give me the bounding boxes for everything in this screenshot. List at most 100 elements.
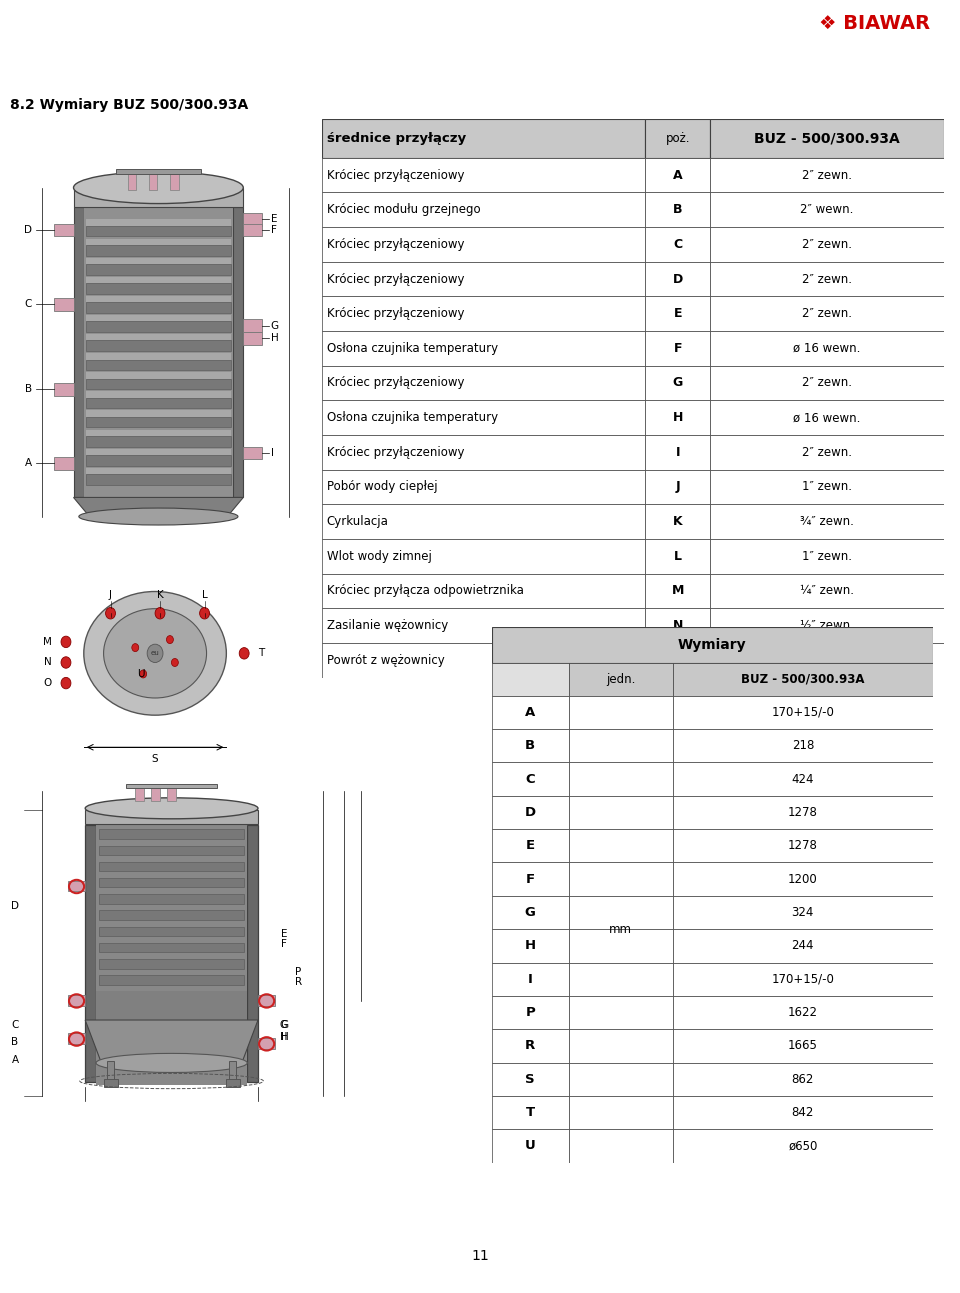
Bar — [322, 193, 645, 228]
Text: I: I — [528, 972, 533, 985]
Bar — [99, 975, 244, 985]
Bar — [86, 244, 230, 256]
Bar — [568, 829, 673, 862]
Bar — [86, 264, 230, 274]
Bar — [86, 429, 230, 436]
Text: 11: 11 — [471, 1249, 489, 1262]
Bar — [673, 829, 933, 862]
Bar — [86, 303, 230, 313]
Text: G: G — [271, 321, 279, 331]
Bar — [645, 193, 710, 228]
Text: R: R — [295, 978, 301, 987]
Bar — [710, 643, 944, 678]
Text: L: L — [202, 590, 207, 600]
Bar — [86, 398, 230, 409]
Bar — [258, 996, 276, 1006]
Bar — [86, 455, 230, 465]
Bar — [151, 786, 159, 800]
Text: R: R — [525, 1040, 536, 1053]
Bar — [645, 158, 710, 193]
Text: 324: 324 — [792, 906, 814, 919]
Text: jedn.: jedn. — [606, 672, 636, 687]
Bar — [258, 1038, 276, 1049]
Bar — [322, 261, 645, 296]
Bar — [86, 315, 230, 322]
Text: B: B — [525, 740, 536, 753]
Text: F: F — [525, 873, 535, 886]
Bar — [322, 469, 645, 504]
Bar — [645, 504, 710, 539]
Circle shape — [147, 644, 163, 662]
Bar — [568, 763, 673, 795]
Bar — [99, 927, 244, 936]
Text: N: N — [44, 658, 52, 667]
Bar — [322, 158, 645, 193]
Bar — [248, 825, 258, 1082]
Text: Króciec modułu grzejnego: Króciec modułu grzejnego — [326, 203, 480, 216]
Bar — [568, 1029, 673, 1063]
Text: A: A — [525, 706, 536, 719]
Text: U: U — [137, 668, 145, 679]
Text: 1278: 1278 — [788, 806, 818, 818]
Bar — [673, 1096, 933, 1129]
Bar — [86, 359, 230, 370]
Text: Pobór wody ciepłej: Pobór wody ciepłej — [326, 481, 437, 494]
Bar — [645, 366, 710, 401]
Text: ¼″ zewn.: ¼″ zewn. — [800, 584, 854, 597]
Text: Króciec przyłączeniowy: Króciec przyłączeniowy — [326, 273, 464, 286]
Text: A: A — [12, 1055, 18, 1065]
Bar — [243, 332, 262, 345]
Bar — [74, 207, 84, 498]
Bar — [86, 353, 230, 359]
Text: S: S — [152, 754, 158, 764]
Bar — [322, 119, 645, 158]
Bar — [710, 434, 944, 469]
Text: 244: 244 — [792, 939, 814, 953]
Text: H: H — [673, 411, 683, 424]
Bar — [568, 862, 673, 896]
Text: ½″ zewn.: ½″ zewn. — [800, 619, 854, 632]
Text: 1278: 1278 — [788, 839, 818, 852]
Bar — [673, 996, 933, 1029]
Bar — [710, 469, 944, 504]
Text: 842: 842 — [792, 1106, 814, 1120]
Bar — [86, 226, 230, 237]
Bar — [673, 696, 933, 729]
Bar — [645, 574, 710, 608]
Text: L: L — [674, 550, 682, 562]
Text: 1200: 1200 — [788, 873, 818, 886]
Bar — [568, 962, 673, 996]
Text: G: G — [673, 376, 683, 389]
Text: ❖ BIAWAR: ❖ BIAWAR — [819, 14, 930, 32]
Circle shape — [61, 678, 71, 689]
Bar — [568, 795, 673, 829]
Bar — [86, 410, 230, 416]
Bar — [86, 239, 230, 244]
Bar — [96, 821, 248, 1085]
Bar — [55, 383, 74, 396]
Text: C: C — [25, 300, 32, 309]
Bar — [492, 663, 568, 696]
Text: Króciec przyłączeniowy: Króciec przyłączeniowy — [326, 308, 464, 321]
Text: B: B — [12, 1037, 18, 1047]
Bar — [99, 846, 244, 855]
Text: ø650: ø650 — [788, 1139, 818, 1152]
Circle shape — [172, 658, 179, 666]
Bar — [568, 1129, 673, 1162]
Text: B: B — [25, 384, 32, 394]
Text: 424: 424 — [792, 772, 814, 786]
Bar — [99, 829, 244, 839]
Bar — [322, 228, 645, 261]
Text: ½″ zewn.: ½″ zewn. — [800, 654, 854, 667]
Text: F: F — [280, 939, 286, 949]
Bar — [492, 829, 568, 862]
Bar — [645, 539, 710, 574]
Text: I: I — [676, 446, 680, 459]
Text: F: F — [674, 341, 682, 354]
Bar — [710, 574, 944, 608]
Bar — [99, 910, 244, 919]
Bar — [710, 228, 944, 261]
Bar — [492, 1063, 568, 1096]
Bar — [322, 401, 645, 434]
Text: M: M — [43, 637, 52, 646]
